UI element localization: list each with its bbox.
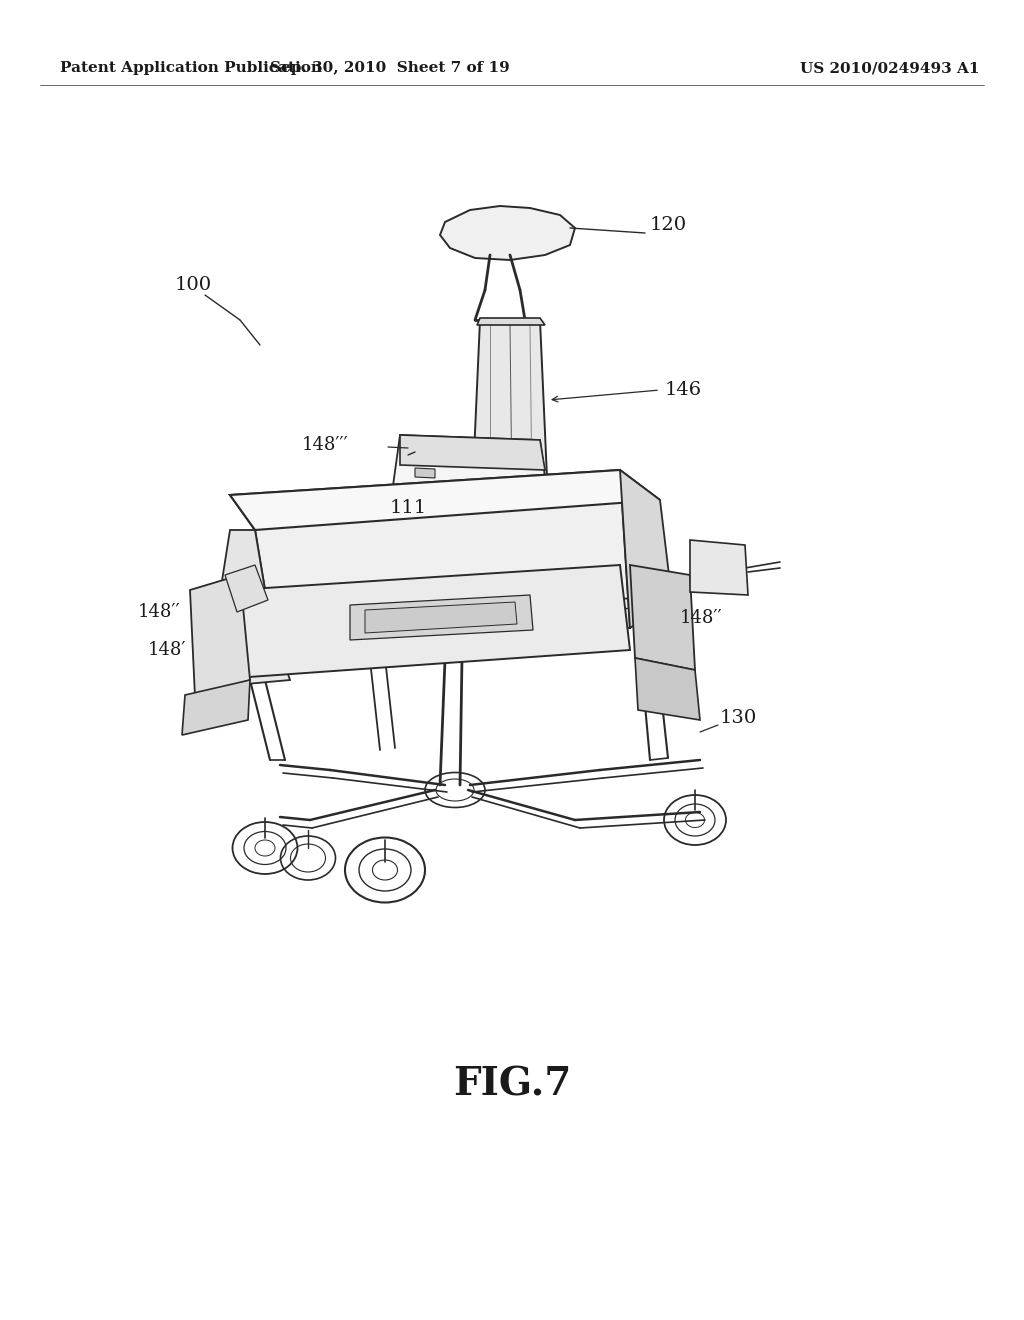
Polygon shape [190,576,250,697]
Polygon shape [365,602,517,634]
Polygon shape [400,436,545,470]
Text: US 2010/0249493 A1: US 2010/0249493 A1 [801,61,980,75]
Polygon shape [472,319,548,500]
Text: 148′′′: 148′′′ [302,436,349,454]
Polygon shape [215,531,270,624]
Polygon shape [477,318,545,325]
Polygon shape [215,620,290,685]
Polygon shape [230,470,660,531]
Polygon shape [350,595,534,640]
Polygon shape [392,436,548,500]
Text: Sep. 30, 2010  Sheet 7 of 19: Sep. 30, 2010 Sheet 7 of 19 [270,61,510,75]
Text: 111: 111 [390,499,427,517]
Text: 148′′: 148′′ [680,609,723,627]
Text: 146: 146 [665,381,702,399]
Polygon shape [440,206,575,260]
Text: Patent Application Publication: Patent Application Publication [60,61,322,75]
Polygon shape [230,470,630,628]
Polygon shape [182,680,250,735]
Polygon shape [630,565,695,671]
Text: 100: 100 [175,276,212,294]
Polygon shape [635,657,700,719]
Text: 120: 120 [650,216,687,234]
Text: 130: 130 [720,709,758,727]
Polygon shape [620,470,672,628]
Polygon shape [225,565,268,612]
Text: FIG.7: FIG.7 [453,1067,571,1104]
Polygon shape [690,540,748,595]
Polygon shape [234,565,630,678]
Text: 148′′: 148′′ [138,603,180,620]
Text: 148′: 148′ [148,642,186,659]
Polygon shape [415,469,435,478]
